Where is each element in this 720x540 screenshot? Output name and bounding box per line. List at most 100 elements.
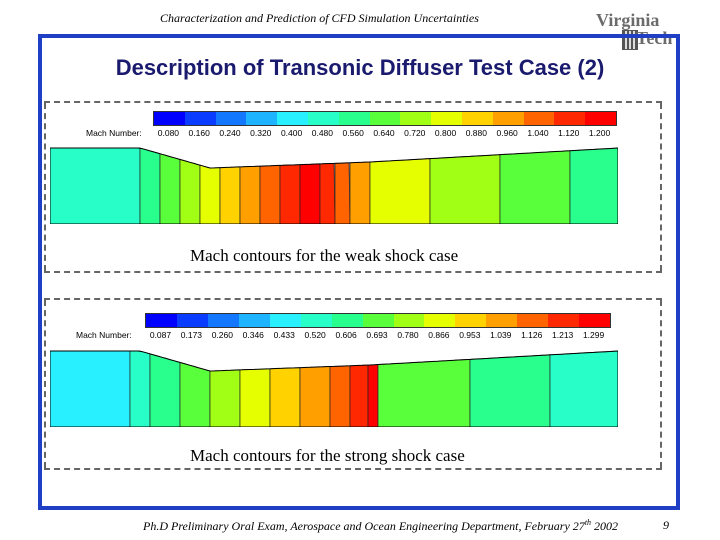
colorbar-tick-label: 0.173	[180, 330, 203, 340]
colorbar-tick-label: 0.087	[149, 330, 172, 340]
contour-band	[129, 350, 151, 427]
colorbar-tick-label: 0.240	[219, 128, 241, 138]
colorbar-tick-label: 0.400	[280, 128, 303, 138]
colorbar-swatch	[579, 314, 611, 327]
colorbar-tick-label: 0.520	[304, 330, 326, 340]
contour-band	[299, 366, 331, 427]
duct-wall	[50, 350, 618, 427]
strong-shock-contour-plot	[50, 350, 618, 427]
weak-shock-panel	[44, 101, 662, 273]
weak-colorbar-ticks: 0.080 0.160 0.240 0.320 0.400 0.480 0.560 0.640…	[153, 128, 615, 138]
colorbar-tick-label: 0.560	[342, 128, 364, 138]
colorbar-swatch	[307, 112, 339, 125]
contour-band	[179, 158, 201, 224]
running-title: Characterization and Prediction of CFD S…	[160, 11, 479, 25]
colorbar-tick-label: 0.693	[366, 330, 388, 340]
contour-band	[159, 153, 181, 224]
colorbar-swatch	[523, 112, 555, 125]
colorbar-swatch	[424, 314, 456, 327]
contour-band	[319, 163, 336, 224]
weak-shock-caption: Mach contours for the weak shock case	[190, 246, 459, 265]
colorbar-swatch	[207, 314, 239, 327]
colorbar-swatch	[362, 314, 394, 327]
duct-wall	[50, 147, 618, 224]
contour-band	[239, 368, 271, 427]
colorbar-swatch	[277, 112, 308, 125]
colorbar-swatch	[184, 112, 216, 125]
strong-legend-label: Mach Number:	[76, 330, 132, 340]
colorbar-swatch	[215, 112, 247, 125]
contour-band	[209, 369, 241, 427]
weak-shock-contour-plot	[50, 147, 618, 224]
contour-band	[349, 364, 369, 427]
contour-band	[50, 147, 141, 224]
strong-shock-panel	[44, 298, 662, 470]
colorbar-tick-label: 0.640	[373, 128, 395, 138]
colorbar-swatch	[517, 314, 549, 327]
colorbar-swatch	[400, 112, 432, 125]
colorbar-swatch	[300, 314, 332, 327]
weak-colorbar	[153, 111, 617, 126]
contour-band	[50, 350, 131, 427]
contour-band	[569, 147, 618, 224]
contour-band	[334, 162, 351, 224]
contour-band	[377, 359, 471, 427]
colorbar-swatch	[431, 112, 462, 125]
colorbar-swatch	[585, 112, 616, 125]
colorbar-tick-label: 0.320	[250, 128, 272, 138]
colorbar-swatch	[393, 314, 425, 327]
colorbar-tick-label: 1.126	[521, 330, 543, 340]
slide-title: Description of Transonic Diffuser Test C…	[115, 55, 605, 80]
colorbar-tick-label: 0.880	[465, 128, 487, 138]
colorbar-tick-label: 0.260	[211, 330, 233, 340]
footer-text: Ph.D Preliminary Oral Exam, Aerospace an…	[143, 518, 619, 533]
logo-text-bottom: Tech	[636, 28, 673, 48]
logo-text-top: Virginia	[596, 10, 660, 30]
contour-band	[499, 150, 571, 224]
colorbar-tick-label: 1.040	[527, 128, 549, 138]
strong-colorbar	[145, 313, 611, 328]
strong-shock-caption: Mach contours for the strong shock case	[190, 446, 465, 465]
contour-band	[349, 161, 371, 224]
strong-colorbar-ticks: 0.087 0.173 0.260 0.346 0.433 0.520 0.606 0.693…	[145, 330, 609, 340]
colorbar-tick-label: 1.299	[582, 330, 605, 340]
contour-band	[269, 367, 301, 427]
contour-band	[259, 165, 281, 224]
colorbar-swatch	[269, 314, 301, 327]
colorbar-swatch	[554, 112, 586, 125]
contour-band	[219, 166, 241, 224]
contour-band	[367, 364, 379, 427]
colorbar-tick-label: 1.120	[558, 128, 580, 138]
contour-band	[199, 164, 221, 224]
colorbar-swatch	[331, 314, 363, 327]
contour-band	[179, 361, 211, 427]
colorbar-tick-label: 0.866	[428, 330, 450, 340]
colorbar-tick-label: 1.039	[490, 330, 512, 340]
colorbar-swatch	[492, 112, 524, 125]
contour-band	[549, 350, 618, 427]
contour-band	[329, 365, 351, 427]
contour-band	[299, 163, 321, 224]
colorbar-swatch	[238, 314, 270, 327]
weak-legend-label: Mach Number:	[86, 128, 142, 138]
colorbar-tick-label: 1.200	[588, 128, 611, 138]
colorbar-swatch	[154, 112, 185, 125]
colorbar-swatch	[146, 314, 177, 327]
slide-frame	[38, 34, 680, 510]
colorbar-swatch	[461, 112, 493, 125]
colorbar-swatch	[548, 314, 580, 327]
colorbar-swatch	[455, 314, 487, 327]
colorbar-tick-label: 0.346	[242, 330, 264, 340]
colorbar-tick-label: 0.800	[434, 128, 457, 138]
contour-band	[139, 147, 161, 224]
contour-band	[279, 164, 301, 224]
contour-band	[429, 154, 501, 224]
contour-band	[239, 165, 261, 224]
colorbar-swatch	[338, 112, 370, 125]
colorbar-swatch	[246, 112, 278, 125]
colorbar-swatch	[176, 314, 208, 327]
colorbar-swatch	[486, 314, 518, 327]
colorbar-tick-label: 0.606	[335, 330, 357, 340]
contour-band	[369, 158, 431, 224]
colorbar-tick-label: 0.160	[188, 128, 210, 138]
